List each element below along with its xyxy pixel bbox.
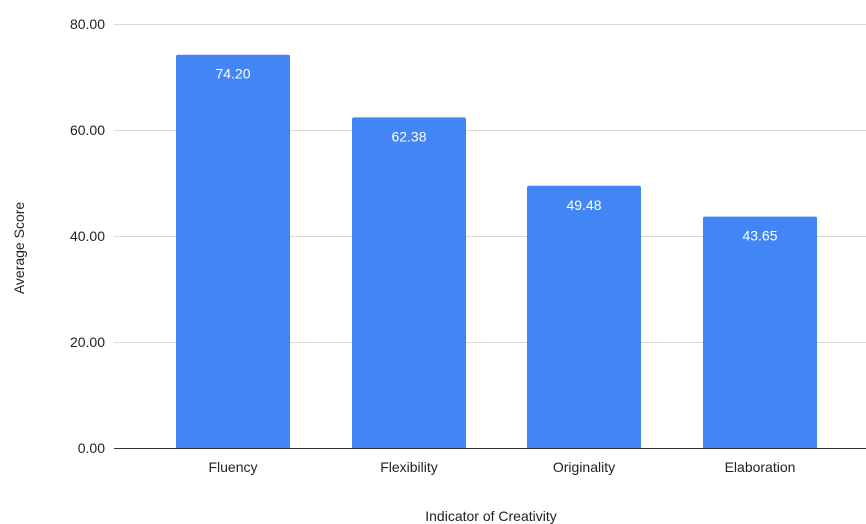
x-axis-title: Indicator of Creativity [425,508,557,524]
x-tick-label: Fluency [208,459,257,475]
bar-elaboration [703,216,817,448]
y-tick-label: 60.00 [70,122,105,138]
y-axis-title: Average Score [11,202,27,295]
bar-flexibility [352,117,466,449]
data-label: 62.38 [391,128,426,144]
data-label: 43.65 [742,228,777,244]
y-axis-ticks: 0.00 20.00 40.00 60.00 80.00 [70,16,105,456]
y-tick-label: 0.00 [78,440,105,456]
y-tick-label: 20.00 [70,334,105,350]
x-axis-ticks: Fluency Flexibility Originality Elaboration [208,459,795,475]
data-label: 49.48 [566,197,601,213]
x-tick-label: Originality [553,459,615,475]
bar-originality [527,185,641,449]
bars: 74.20 62.38 49.48 43.65 [176,54,817,449]
y-tick-label: 80.00 [70,16,105,32]
x-tick-label: Flexibility [380,459,438,475]
x-tick-label: Elaboration [725,459,796,475]
y-tick-label: 40.00 [70,228,105,244]
data-label: 74.20 [215,66,250,82]
bar-fluency [176,54,290,449]
